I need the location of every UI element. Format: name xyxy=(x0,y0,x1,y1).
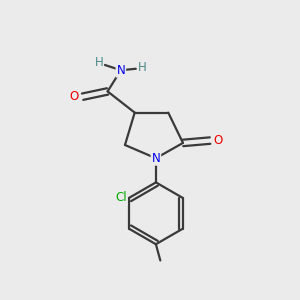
Text: H: H xyxy=(138,61,146,74)
Text: O: O xyxy=(214,134,223,147)
Text: Cl: Cl xyxy=(115,191,127,204)
Text: H: H xyxy=(94,56,103,69)
Text: N: N xyxy=(116,64,125,77)
Text: O: O xyxy=(70,90,79,103)
Text: N: N xyxy=(152,152,160,165)
